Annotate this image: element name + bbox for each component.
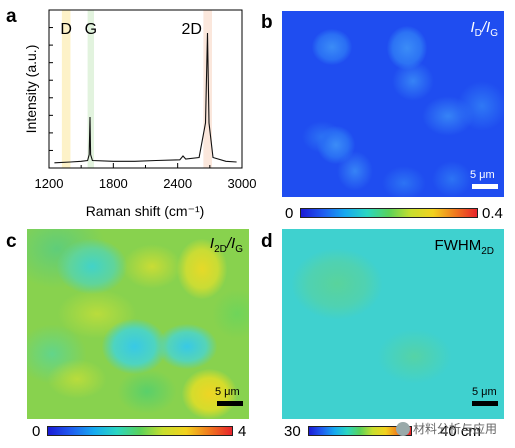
band-label-2d: 2D — [181, 21, 201, 38]
colorbar-b-max: 0.4 — [482, 205, 503, 222]
band-label-g: G — [85, 21, 97, 38]
colorbar-c-max: 4 — [238, 423, 247, 440]
raman-spectrum-chart: D G 2D 1200 1800 2400 3000 Raman shift (cm⁻¹)… — [23, 9, 257, 219]
watermark: 材料分析与应用 — [396, 420, 497, 437]
panel-letter-d: d — [261, 231, 273, 252]
scale-bar-b — [472, 184, 498, 189]
colorbar-b — [300, 208, 478, 218]
scale-bar-c — [217, 401, 243, 406]
scale-bar-label-d: 5 μm — [472, 386, 497, 398]
band-d — [61, 10, 71, 168]
map-c-quantity-label: I2D/IG — [209, 235, 243, 255]
panel-letter-b: b — [261, 12, 273, 33]
x-tick-label: 1800 — [99, 176, 128, 191]
colorbar-c-min: 0 — [32, 423, 41, 440]
band-label-d: D — [60, 21, 72, 38]
plot-frame — [48, 9, 243, 169]
colorbar-d-max: 40 cm — [440, 423, 481, 440]
colorbar-d — [308, 426, 412, 436]
i2d-ig-map: I2D/IG 5 μm — [27, 229, 249, 419]
panel-letter-a: a — [6, 6, 17, 27]
map-d-quantity-label: FWHM2D — [434, 237, 494, 257]
watermark-icon — [396, 421, 410, 436]
band-2d — [203, 10, 212, 168]
x-tick-label: 3000 — [228, 176, 257, 191]
colorbar-b-min: 0 — [285, 205, 294, 222]
id-ig-map: ID/IG 5 μm — [282, 11, 504, 197]
colorbar-c — [47, 426, 233, 436]
y-axis-label: Intensity (a.u.) — [23, 45, 39, 134]
x-tick-label: 1200 — [35, 176, 64, 191]
scale-bar-label-c: 5 μm — [215, 386, 240, 398]
scale-bar-label-b: 5 μm — [470, 169, 495, 181]
colorbar-d-min: 30 — [284, 423, 301, 440]
x-axis-label: Raman shift (cm⁻¹) — [86, 203, 205, 219]
band-g — [87, 10, 95, 168]
x-tick-label: 2400 — [163, 176, 192, 191]
raman-spectrum-line — [54, 32, 237, 164]
panel-letter-c: c — [6, 231, 17, 252]
scale-bar-d — [472, 401, 498, 406]
fwhm-2d-map: FWHM2D 5 μm — [282, 229, 504, 419]
map-b-quantity-label: ID/IG — [470, 19, 498, 39]
